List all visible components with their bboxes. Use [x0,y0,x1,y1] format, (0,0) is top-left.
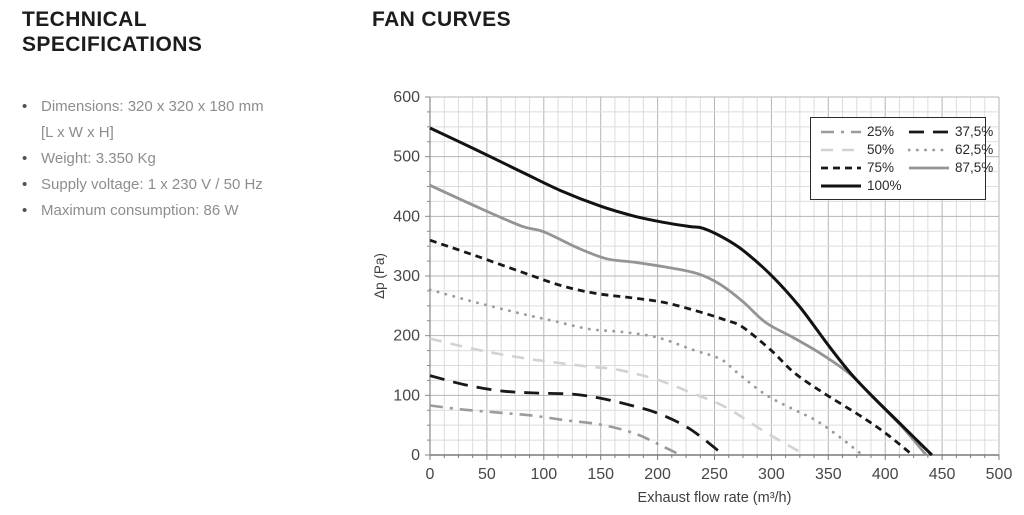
curve-37-5 [429,374,725,457]
legend-item-100: 100% [820,177,906,194]
spec-text: Maximum consumption: 86 W [41,201,239,219]
y-tick-label: 0 [411,447,420,464]
spec-item-max-consumption: • Maximum consumption: 86 W [22,198,352,224]
spec-text-continuation: [L x W x H] [41,123,114,141]
legend-line-sample-25 [821,130,861,133]
curve-75 [429,238,914,457]
specs-title: TECHNICAL SPECIFICATIONS [22,8,203,56]
legend-item-37-5: 37,5% [908,123,993,140]
x-tick-label: 150 [587,466,614,483]
legend-label: 37,5% [955,124,994,139]
spec-item-supply-voltage: • Supply voltage: 1 x 230 V / 50 Hz [22,172,352,198]
x-tick-label: 200 [644,466,671,483]
y-tick-label: 300 [393,268,420,285]
legend-item-62-5: 62,5% [908,141,993,158]
x-tick-label: 250 [701,466,728,483]
chart-title: FAN CURVES [372,8,511,31]
legend-label: 62,5% [955,142,994,157]
bullet-icon: • [22,149,28,167]
y-axis-title: Δp (Pa) [372,253,387,299]
legend-item-50: 50% [820,141,906,158]
spec-text: Weight: 3.350 Kg [41,149,156,167]
y-tick-label: 600 [393,89,420,106]
spec-text: Supply voltage: 1 x 230 V / 50 Hz [41,175,263,193]
x-axis-title: Exhaust flow rate (m³/h) [638,490,792,506]
y-tick-label: 100 [393,387,420,404]
legend-line-sample-62-5 [908,148,950,151]
fan-curves-chart: 0 50 100 150 200 250 300 350 400 450 500 0 100 200 300… [370,85,1024,515]
legend-label: 87,5% [955,160,994,175]
legend-label: 25% [867,124,895,139]
x-tick-label: 500 [986,466,1013,483]
bullet-icon: • [22,175,28,193]
legend-label: 75% [867,160,895,175]
x-tick-label: 400 [872,466,899,483]
spec-text: Dimensions: 320 x 320 x 180 mm [41,97,264,115]
legend-item-75: 75% [820,159,906,176]
curve-25 [429,404,681,457]
legend-item-87-5: 87,5% [908,159,993,176]
legend-line-sample-87-5 [909,166,949,169]
technical-specifications-section: TECHNICAL SPECIFICATIONS • Dimensions: 3… [22,8,352,224]
bullet-icon: • [22,97,28,115]
x-tick-label: 0 [426,466,435,483]
x-tick-label: 450 [929,466,956,483]
legend-line-sample-75 [821,166,861,169]
spec-item-dimensions: • Dimensions: 320 x 320 x 180 mm [L x W … [22,94,352,146]
legend-line-sample-100 [821,184,861,187]
legend-line-sample-37-5 [909,130,949,133]
curve-100 [429,126,933,457]
chart-legend: 25% 37,5% 50% 62,5% 75% 87,5% 100% [810,117,993,200]
spec-list: • Dimensions: 320 x 320 x 180 mm [L x W … [22,94,352,224]
legend-line-sample-50 [821,148,861,151]
x-tick-label: 100 [530,466,557,483]
x-tick-label: 300 [758,466,785,483]
y-tick-label: 500 [393,149,420,166]
curve-62-5 [428,288,864,457]
curve-50 [429,337,807,457]
legend-label: 100% [867,178,902,193]
y-tick-label: 200 [393,328,420,345]
legend-label: 50% [867,142,895,157]
fan-curves-plot: 0 50 100 150 200 250 300 350 400 450 500 0 100 200 300… [372,89,1013,506]
bullet-icon: • [22,201,28,219]
legend-item-25: 25% [820,123,906,140]
fan-curves-section: FAN CURVES [372,8,511,32]
spec-item-weight: • Weight: 3.350 Kg [22,146,352,172]
x-tick-label: 50 [478,466,496,483]
y-tick-label: 400 [393,208,420,225]
x-tick-label: 350 [815,466,842,483]
